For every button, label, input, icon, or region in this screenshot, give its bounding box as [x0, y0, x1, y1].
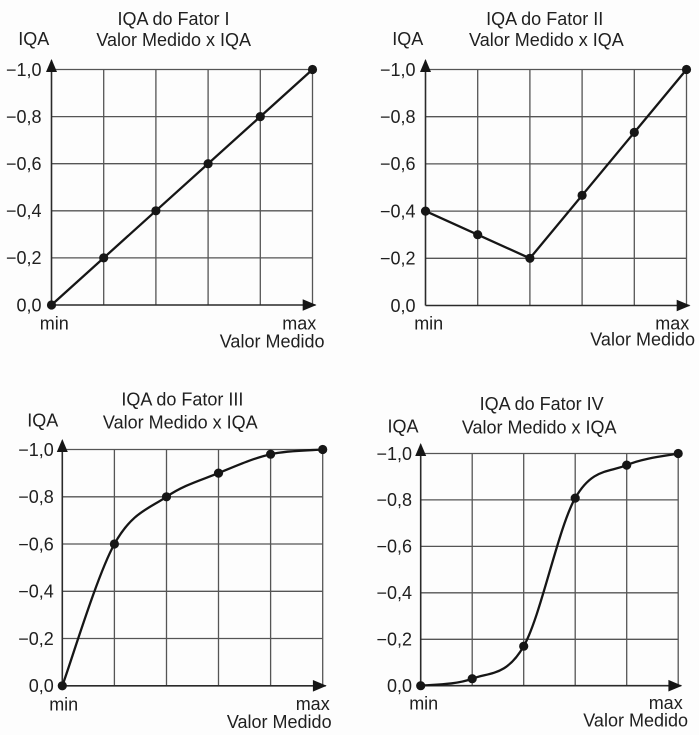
- svg-text:−1,0: −1,0: [6, 60, 42, 80]
- svg-text:Valor Medido: Valor Medido: [583, 711, 688, 731]
- svg-text:max: max: [296, 694, 330, 714]
- svg-text:−0,4: −0,4: [380, 201, 416, 221]
- svg-text:−0,6: −0,6: [376, 537, 412, 557]
- svg-text:−0,4: −0,4: [6, 201, 42, 221]
- svg-text:−0,2: −0,2: [6, 248, 42, 268]
- svg-text:IQA: IQA: [392, 29, 423, 49]
- svg-text:Valor Medido x IQA: Valor Medido x IQA: [462, 418, 617, 438]
- svg-text:Valor Medido: Valor Medido: [590, 330, 695, 350]
- svg-text:0,0: 0,0: [390, 296, 415, 316]
- svg-text:−0,8: −0,8: [380, 107, 416, 127]
- svg-text:min: min: [40, 314, 69, 334]
- svg-text:−0,6: −0,6: [6, 154, 42, 174]
- svg-text:−0,6: −0,6: [380, 154, 416, 174]
- svg-text:Valor Medido: Valor Medido: [220, 331, 325, 351]
- svg-text:min: min: [409, 694, 438, 714]
- svg-text:−0,2: −0,2: [18, 629, 54, 649]
- svg-text:max: max: [649, 693, 683, 713]
- svg-text:−0,8: −0,8: [376, 490, 412, 510]
- svg-text:IQA: IQA: [388, 417, 419, 437]
- svg-text:Valor Medido x IQA: Valor Medido x IQA: [469, 30, 624, 50]
- svg-text:0,0: 0,0: [29, 676, 54, 696]
- svg-text:min: min: [49, 695, 78, 715]
- svg-text:−0,2: −0,2: [380, 249, 416, 269]
- svg-text:−1,0: −1,0: [18, 440, 54, 460]
- svg-text:Valor Medido x IQA: Valor Medido x IQA: [103, 413, 258, 433]
- svg-text:−0,8: −0,8: [18, 487, 54, 507]
- svg-text:max: max: [655, 314, 689, 334]
- svg-text:IQA: IQA: [27, 411, 58, 431]
- svg-text:0,0: 0,0: [387, 676, 412, 696]
- svg-text:−0,8: −0,8: [6, 107, 42, 127]
- svg-text:−1,0: −1,0: [376, 444, 412, 464]
- svg-text:Valor Medido x IQA: Valor Medido x IQA: [96, 30, 251, 50]
- svg-text:Valor Medido: Valor Medido: [227, 712, 332, 732]
- svg-text:IQA do Fator II: IQA do Fator II: [486, 9, 603, 29]
- svg-text:0,0: 0,0: [16, 295, 41, 315]
- svg-text:IQA do Fator I: IQA do Fator I: [117, 9, 229, 29]
- svg-text:min: min: [414, 314, 443, 334]
- svg-text:−0,6: −0,6: [18, 534, 54, 554]
- svg-text:IQA do Fator IV: IQA do Fator IV: [480, 394, 604, 414]
- svg-text:−1,0: −1,0: [380, 60, 416, 80]
- svg-text:max: max: [282, 314, 316, 334]
- svg-text:IQA do Fator III: IQA do Fator III: [121, 390, 243, 410]
- svg-text:IQA: IQA: [18, 29, 49, 49]
- svg-text:−0,2: −0,2: [376, 630, 412, 650]
- svg-text:−0,4: −0,4: [18, 582, 54, 602]
- svg-text:−0,4: −0,4: [376, 583, 412, 603]
